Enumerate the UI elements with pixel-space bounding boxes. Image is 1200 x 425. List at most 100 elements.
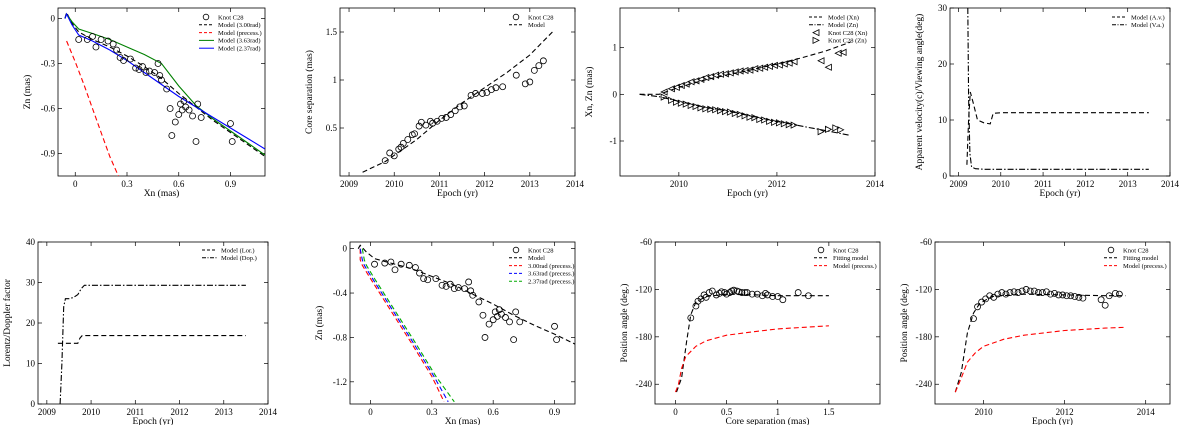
data-point-xn [706, 72, 715, 81]
data-point-zn [790, 121, 798, 129]
data-point [197, 114, 205, 121]
data-point [415, 122, 423, 130]
legend-label: Model (Dop.) [221, 255, 257, 262]
y-tick-label: 10 [26, 359, 36, 369]
legend-label: Model [528, 22, 545, 29]
y-axis-label: Position angle (deg.) [619, 284, 630, 363]
data-point [1059, 291, 1067, 299]
data-point [1055, 291, 1062, 299]
data-point [438, 281, 446, 289]
data-point [228, 138, 236, 145]
x-tick-label: 0.3 [121, 179, 133, 189]
x-axis-label: Epoch (yr) [1040, 188, 1081, 199]
data-point [1047, 290, 1054, 298]
data-point [151, 69, 159, 76]
series-line [361, 248, 455, 403]
plot-area [64, 10, 265, 176]
data-point [475, 298, 483, 306]
plot-frame [349, 241, 576, 405]
data-point [1101, 301, 1109, 309]
data-point [970, 315, 977, 323]
plot-frame [934, 241, 1171, 405]
x-tick-label: 2014 [566, 179, 585, 189]
data-point [180, 97, 188, 105]
series-line [967, 8, 1149, 170]
data-point [166, 105, 174, 112]
y-tick-label: 30 [938, 3, 948, 13]
x-tick-label: 0.3 [426, 407, 438, 417]
data-point-zn [702, 105, 710, 113]
data-point-zn [672, 98, 681, 106]
y-tick-label: -1.2 [333, 377, 347, 387]
y-tick-label: 0 [343, 244, 348, 254]
x-axis-label: Core separation (mas) [726, 416, 810, 425]
data-point [726, 289, 734, 296]
data-point [404, 136, 412, 143]
y-tick-label: 1 [333, 75, 338, 85]
x-tick-label: 2014 [259, 407, 278, 417]
data-point [442, 282, 450, 290]
data-point [432, 275, 440, 283]
plot-area [57, 284, 246, 404]
legend-label: Model (Xn) [828, 14, 859, 21]
data-point [1034, 289, 1042, 296]
data-point-zn [668, 96, 676, 105]
data-point [1018, 287, 1026, 295]
data-point-xn [817, 57, 825, 65]
data-point [460, 102, 468, 110]
data-point [535, 62, 543, 69]
series-line [66, 40, 119, 176]
data-point-xn [824, 63, 832, 71]
data-point [89, 33, 96, 40]
series-line [359, 248, 449, 403]
data-point [741, 289, 749, 296]
data-point-xn [834, 49, 842, 57]
data-point [978, 298, 985, 306]
data-point [426, 117, 434, 125]
series-line [674, 325, 829, 393]
data-point [495, 306, 503, 314]
chart-p2: 2009 2010 2011 2012 2013 2014 0.5 1 1.5 Epoch (yr… [304, 7, 585, 199]
data-point [1038, 289, 1046, 296]
data-point [982, 295, 990, 303]
legend-marker [512, 246, 520, 254]
data-point [769, 293, 777, 300]
data-point [142, 69, 150, 76]
data-point [489, 316, 497, 324]
data-point [738, 289, 746, 296]
data-point [146, 67, 153, 75]
y-axis-label: Apparent velocity(c)/Viewing angle(deg) [914, 14, 925, 171]
x-axis-label: Xn (mas) [445, 416, 481, 425]
data-point [465, 278, 473, 286]
data-point [492, 84, 500, 92]
x-tick-label: 2011 [431, 179, 449, 189]
data-point [399, 139, 407, 147]
y-tick-label: -240 [916, 379, 933, 389]
data-point [456, 103, 464, 111]
data-point-xn [672, 83, 680, 91]
x-tick-label: 0.9 [225, 179, 237, 189]
data-point [467, 91, 475, 99]
data-point [227, 120, 234, 127]
data-point-zn [741, 112, 749, 120]
x-tick-label: 0 [368, 407, 373, 417]
data-point [805, 292, 812, 300]
plot-area [357, 244, 575, 403]
legend-marker [817, 246, 825, 254]
data-point [702, 293, 710, 301]
data-point [1010, 288, 1018, 296]
data-point-zn [707, 105, 715, 113]
x-tick-label: 1 [775, 407, 780, 417]
y-tick-label: 0 [51, 14, 56, 24]
data-point [497, 310, 505, 318]
data-point [1067, 292, 1075, 300]
x-tick-label: 2010 [670, 179, 689, 189]
series-line [954, 293, 1126, 393]
legend-label: Model (Zn) [828, 22, 858, 29]
data-point-xn [697, 75, 705, 84]
plot-frame [57, 7, 266, 177]
x-tick-label: 2012 [1056, 407, 1074, 417]
data-point [1006, 289, 1014, 296]
data-point [447, 111, 455, 118]
data-point [1079, 294, 1087, 302]
